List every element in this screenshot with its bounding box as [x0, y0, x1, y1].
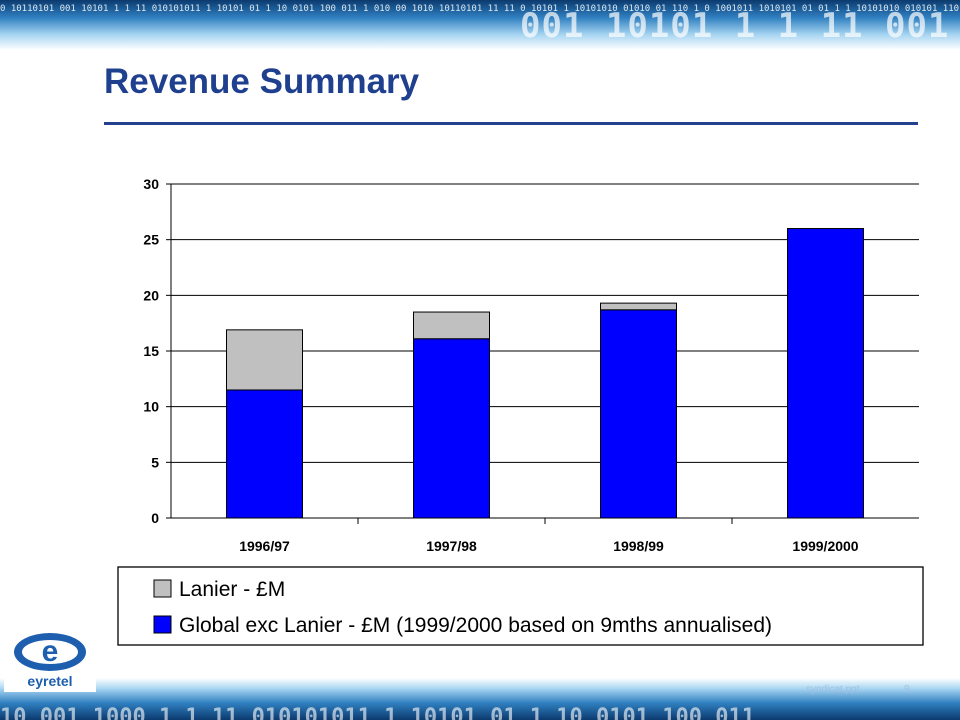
bar-segment-global [413, 338, 490, 519]
svg-text:e: e [42, 635, 59, 668]
x-tick-label: 1998/99 [613, 538, 664, 554]
x-tick-label: 1999/2000 [792, 538, 858, 554]
bar-segment-global [226, 389, 303, 519]
legend-label: Global exc Lanier - £M (1999/2000 based … [179, 614, 772, 637]
binary-pattern-text: 0 10110101 001 10101 1 1 11 010101011 1 … [0, 4, 960, 14]
legend-swatch [153, 615, 172, 634]
binary-pattern-footer-text: 10 001 1000 1 1 11 010101011 1 10101 01 … [0, 705, 755, 720]
y-tick-label: 5 [151, 454, 159, 470]
x-tick-label: 1997/98 [426, 538, 477, 554]
bar-segment-lanier [226, 329, 303, 391]
bar-segment-lanier [413, 311, 490, 340]
title-underline [104, 122, 918, 125]
chart-bars [226, 228, 864, 519]
y-tick-label: 20 [143, 287, 159, 303]
slide-title: Revenue Summary [104, 62, 420, 101]
legend-label: Lanier - £M [179, 578, 285, 601]
legend-swatch [153, 579, 172, 598]
eyretel-logo: e eyretel [4, 628, 96, 692]
svg-text:eyretel: eyretel [27, 673, 72, 689]
x-tick-label: 1996/97 [239, 538, 290, 554]
y-tick-label: 0 [151, 510, 159, 526]
y-tick-label: 25 [143, 232, 159, 248]
bar-segment-global [787, 228, 864, 519]
y-tick-label: 15 [143, 343, 159, 359]
page-number: 9 [904, 684, 910, 695]
legend-box [117, 566, 924, 646]
bar-segment-global [600, 309, 677, 519]
binary-pattern-large-text: 001 10101 1 1 11 001 1101 [520, 6, 960, 46]
footer-filename: syndicat.ppt [806, 684, 860, 695]
y-tick-label: 30 [143, 176, 159, 192]
bar-segment-lanier [600, 302, 677, 311]
footer-decorative-band: 10 001 1000 1 1 11 010101011 1 10101 01 … [0, 678, 960, 720]
y-tick-label: 10 [143, 399, 159, 415]
chart-legend: Lanier - £M Global exc Lanier - £M (1999/… [117, 566, 924, 646]
header-decorative-band: 0 10110101 001 10101 1 1 11 010101011 1 … [0, 0, 960, 50]
chart-axes: 0 5 10 15 20 25 30 1996/97 1997/98 1998/99 1999/20… [143, 176, 919, 554]
